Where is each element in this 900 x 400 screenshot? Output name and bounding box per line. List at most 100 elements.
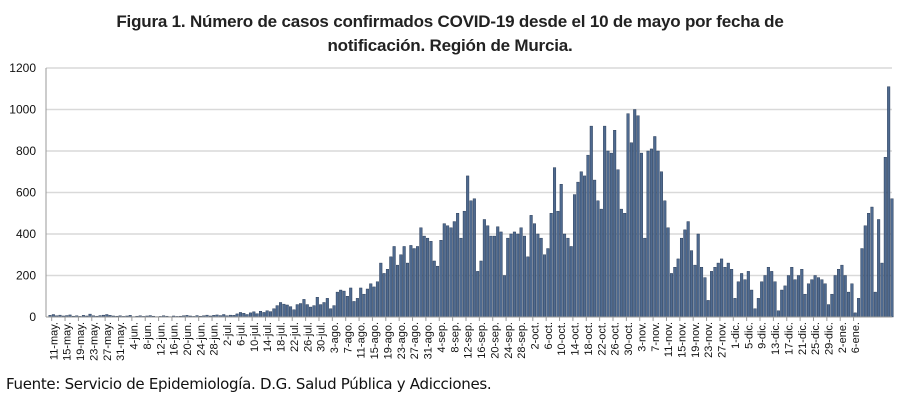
x-tick-label: 16-jun. — [169, 322, 181, 356]
x-tick-label: 30-jul. — [316, 322, 328, 352]
bar — [352, 301, 356, 318]
bar — [289, 306, 293, 318]
bar — [743, 279, 747, 318]
bar — [860, 248, 864, 318]
bar — [385, 269, 389, 318]
bar — [673, 267, 677, 318]
bar — [409, 245, 413, 318]
bar — [847, 291, 851, 318]
x-tick-label: 11-ago. — [356, 322, 368, 359]
bar — [462, 210, 466, 318]
bar — [519, 227, 523, 318]
bar — [666, 227, 670, 318]
bar — [746, 271, 750, 318]
bar — [459, 237, 463, 318]
x-tick-label: 18-jul. — [276, 322, 288, 352]
bar — [706, 300, 710, 318]
bar — [382, 273, 386, 318]
x-tick-label: 19-may. — [75, 322, 87, 361]
bar — [329, 308, 333, 318]
bar — [452, 221, 456, 318]
x-tick-label: 11-may. — [48, 322, 60, 360]
bar — [877, 219, 881, 318]
bar — [299, 303, 303, 318]
bar — [669, 273, 673, 318]
bar — [740, 273, 744, 318]
x-tick-label: 20-sep. — [489, 322, 501, 359]
bar — [362, 293, 366, 318]
bar — [248, 312, 252, 318]
bar — [476, 271, 480, 318]
y-tick-label: 600 — [16, 186, 36, 200]
bar — [793, 279, 797, 318]
bar — [649, 148, 653, 318]
bar — [887, 86, 891, 318]
bar — [730, 269, 734, 318]
bar — [573, 194, 577, 318]
bar — [516, 233, 520, 318]
bar — [312, 305, 316, 318]
bar — [563, 233, 567, 318]
bar — [466, 175, 470, 318]
x-tick-label: 1-dic. — [730, 322, 742, 349]
bar — [586, 154, 590, 318]
bar — [589, 125, 593, 318]
bar — [609, 152, 613, 318]
bar — [242, 313, 246, 318]
bar — [863, 225, 867, 318]
bar — [593, 179, 597, 318]
bar — [479, 260, 483, 318]
bar — [359, 287, 363, 318]
x-tick-label: 8-jun. — [142, 322, 154, 350]
bar — [335, 291, 339, 318]
bar — [499, 231, 503, 318]
bar — [556, 210, 560, 318]
bar — [880, 262, 884, 318]
x-tick-label: 8-sep. — [449, 322, 461, 353]
x-tick-label: 7-nov. — [650, 322, 662, 352]
x-tick-label: 24-sep. — [503, 322, 515, 359]
bar — [753, 308, 757, 318]
y-tick-label: 0 — [29, 310, 36, 324]
bars — [48, 86, 894, 318]
bar — [813, 275, 817, 318]
bar — [720, 258, 724, 318]
bar — [496, 226, 500, 318]
bar — [576, 181, 580, 318]
x-tick-label: 17-dic. — [783, 322, 795, 355]
bar — [302, 299, 306, 318]
bar — [890, 198, 894, 318]
bar — [726, 262, 730, 318]
bar — [803, 293, 807, 318]
x-tick-label: 10-oct. — [556, 322, 568, 356]
bar — [626, 113, 630, 318]
bar — [656, 150, 660, 318]
x-tick-label: 5-dic. — [743, 322, 755, 349]
bar — [840, 264, 844, 318]
x-tick-label: 6-jul. — [235, 322, 247, 346]
bar — [532, 223, 536, 318]
bar — [773, 281, 777, 318]
bar — [419, 227, 423, 318]
bar — [800, 269, 804, 318]
bar — [823, 283, 827, 318]
bar — [639, 152, 643, 318]
x-tick-label: 28-jun. — [209, 322, 221, 356]
bar — [522, 235, 526, 318]
bar — [339, 289, 343, 318]
bar — [395, 264, 399, 318]
x-tick-label: 9-dic. — [757, 322, 769, 349]
source-note: Fuente: Servicio de Epidemiología. D.G. … — [6, 375, 492, 393]
x-tick-label: 12-sep. — [463, 322, 475, 359]
x-tick-label: 2-ene. — [837, 322, 849, 353]
bar — [713, 267, 717, 318]
bar — [820, 279, 824, 318]
y-tick-label: 200 — [16, 269, 36, 283]
bar — [506, 237, 510, 318]
x-tick-label: 22-jul. — [289, 322, 301, 352]
bar — [833, 275, 837, 318]
x-tick-label: 27-ago. — [409, 322, 421, 359]
x-tick-label: 4-jun. — [129, 322, 141, 350]
bar — [736, 281, 740, 318]
bar — [683, 229, 687, 318]
